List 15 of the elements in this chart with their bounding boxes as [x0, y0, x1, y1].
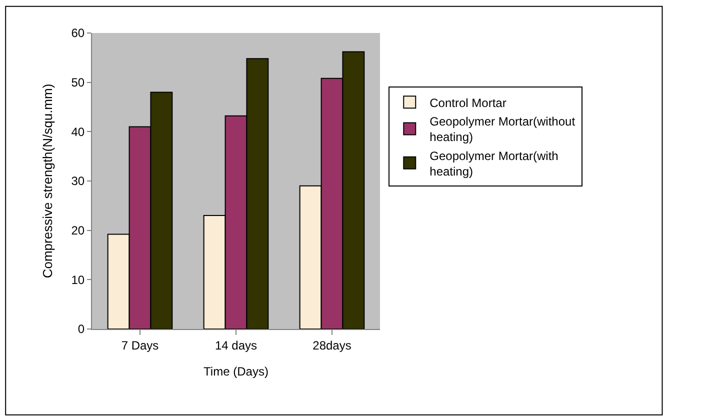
y-tick-label: 0 [78, 322, 85, 336]
y-tick-label: 30 [71, 174, 85, 188]
y-tick-label: 50 [71, 76, 85, 90]
legend-label: Control Mortar [430, 96, 506, 110]
x-tick-label: 14 days [214, 338, 258, 352]
y-tick-label: 40 [71, 124, 85, 139]
legend-label: Geopolymer Mortar(with heating) [430, 148, 558, 178]
y-axis-title: Compressive strength(N/squ.mm) [40, 84, 56, 278]
x-tick-label: 7 Days [121, 338, 159, 352]
x-tick-label: 28days [312, 338, 352, 352]
y-tick-label: 10 [71, 272, 85, 287]
x-axis-title: Time (Days) [204, 364, 268, 378]
legend-label: Geopolymer Mortar(without heating) [430, 114, 576, 144]
y-tick-label: 20 [71, 224, 85, 238]
y-tick-label: 60 [71, 26, 85, 40]
